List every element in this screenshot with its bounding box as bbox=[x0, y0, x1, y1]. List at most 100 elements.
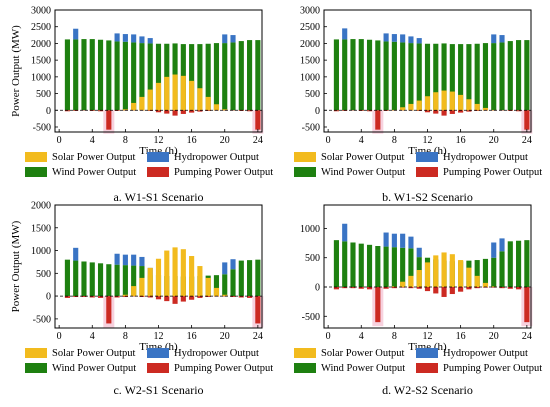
x-tick-label: 24 bbox=[522, 331, 532, 342]
wind-bar bbox=[106, 40, 111, 110]
pump-bar bbox=[450, 110, 455, 114]
pump-bar bbox=[255, 296, 260, 323]
y-tick-label: 500 bbox=[36, 269, 51, 280]
wind-bar bbox=[222, 43, 227, 110]
solar-bar bbox=[148, 268, 153, 296]
solar-bar bbox=[206, 97, 211, 110]
wind-bar bbox=[239, 261, 244, 297]
hydro-bar bbox=[499, 238, 504, 251]
legend-label-wind: Wind Power Output bbox=[321, 167, 405, 178]
pump-bar bbox=[255, 110, 260, 129]
solar-bar bbox=[131, 103, 136, 110]
wind-bar bbox=[392, 42, 397, 111]
pump-bar bbox=[172, 296, 177, 304]
wind-bar bbox=[384, 247, 389, 287]
wind-bar bbox=[400, 42, 405, 110]
wind-bar bbox=[342, 39, 347, 110]
hydro-bar bbox=[417, 248, 422, 257]
y-tick-label: 500 bbox=[36, 89, 51, 100]
solar-bar bbox=[441, 252, 446, 287]
wind-bar bbox=[255, 260, 260, 296]
y-tick-label: 2000 bbox=[31, 201, 51, 212]
solar-bar bbox=[172, 75, 177, 111]
panel-caption: a. W1-S1 Scenario bbox=[113, 190, 203, 204]
wind-bar bbox=[239, 41, 244, 110]
solar-bar bbox=[450, 92, 455, 111]
legend-label-hydro: Hydropower Output bbox=[443, 348, 528, 359]
solar-bar bbox=[450, 254, 455, 287]
y-tick-label: 2500 bbox=[31, 22, 51, 33]
wind-bar bbox=[375, 40, 380, 110]
wind-bar bbox=[90, 262, 95, 296]
wind-bar bbox=[516, 40, 521, 110]
hydro-bar bbox=[148, 38, 153, 43]
wind-bar bbox=[483, 259, 488, 287]
legend-label-solar: Solar Power Output bbox=[52, 152, 135, 163]
solar-bar bbox=[400, 107, 405, 110]
x-tick-label: 8 bbox=[123, 331, 128, 342]
solar-bar bbox=[139, 278, 144, 296]
y-axis-label: Power Output (MW) bbox=[10, 220, 22, 312]
hydro-bar bbox=[115, 254, 120, 265]
x-tick-label: 8 bbox=[392, 331, 397, 342]
solar-bar bbox=[400, 282, 405, 287]
solar-bar bbox=[197, 266, 202, 296]
legend-swatch-pump bbox=[147, 167, 169, 177]
y-tick-label: 0 bbox=[46, 292, 51, 303]
pump-bar bbox=[441, 287, 446, 297]
solar-bar bbox=[458, 95, 463, 110]
legend-label-pump: Pumping Power Output bbox=[174, 167, 273, 178]
wind-bar bbox=[255, 40, 260, 110]
x-tick-label: 0 bbox=[57, 331, 62, 342]
solar-bar bbox=[214, 288, 219, 296]
hydro-bar bbox=[499, 35, 504, 42]
wind-bar bbox=[106, 264, 111, 296]
solar-bar bbox=[181, 76, 186, 110]
hydro-bar bbox=[342, 224, 347, 242]
legend-label-pump: Pumping Power Output bbox=[443, 363, 542, 374]
y-tick-label: 3000 bbox=[31, 6, 51, 17]
legend-label-wind: Wind Power Output bbox=[52, 167, 136, 178]
wind-bar bbox=[222, 274, 227, 296]
wind-bar bbox=[73, 39, 78, 110]
x-tick-label: 4 bbox=[359, 331, 364, 342]
wind-bar bbox=[65, 260, 70, 296]
x-tick-label: 4 bbox=[90, 135, 95, 146]
solar-bar bbox=[425, 96, 430, 110]
x-tick-label: 0 bbox=[326, 135, 331, 146]
solar-bar bbox=[164, 77, 169, 110]
pump-bar bbox=[164, 296, 169, 301]
legend-label-solar: Solar Power Output bbox=[321, 152, 404, 163]
hydro-bar bbox=[392, 34, 397, 42]
hydro-bar bbox=[491, 34, 496, 43]
solar-bar bbox=[417, 101, 422, 111]
y-tick-label: -500 bbox=[302, 122, 320, 133]
solar-bar bbox=[156, 83, 161, 110]
hydro-bar bbox=[73, 248, 78, 261]
wind-bar bbox=[483, 43, 488, 110]
hydro-bar bbox=[123, 34, 128, 42]
wind-bar bbox=[73, 261, 78, 297]
x-tick-label: 4 bbox=[359, 135, 364, 146]
y-tick-label: 3000 bbox=[300, 6, 320, 17]
pump-bar bbox=[156, 296, 161, 299]
pump-bar bbox=[441, 110, 446, 115]
hydro-bar bbox=[230, 35, 235, 42]
wind-bar bbox=[334, 240, 339, 287]
solar-bar bbox=[181, 249, 186, 296]
solar-bar bbox=[433, 255, 438, 287]
x-tick-label: 8 bbox=[123, 135, 128, 146]
x-tick-label: 8 bbox=[392, 135, 397, 146]
wind-bar bbox=[475, 44, 480, 111]
wind-bar bbox=[408, 43, 413, 110]
wind-bar bbox=[214, 43, 219, 110]
x-tick-label: 24 bbox=[253, 135, 263, 146]
legend-swatch-wind bbox=[294, 167, 316, 177]
solar-bar bbox=[197, 88, 202, 110]
x-tick-label: 4 bbox=[90, 331, 95, 342]
y-axis-label: Power Output (MW) bbox=[10, 25, 22, 117]
wind-bar bbox=[491, 258, 496, 287]
y-tick-label: 2000 bbox=[300, 39, 320, 50]
hydro-bar bbox=[392, 234, 397, 247]
legend-swatch-solar bbox=[25, 348, 47, 358]
